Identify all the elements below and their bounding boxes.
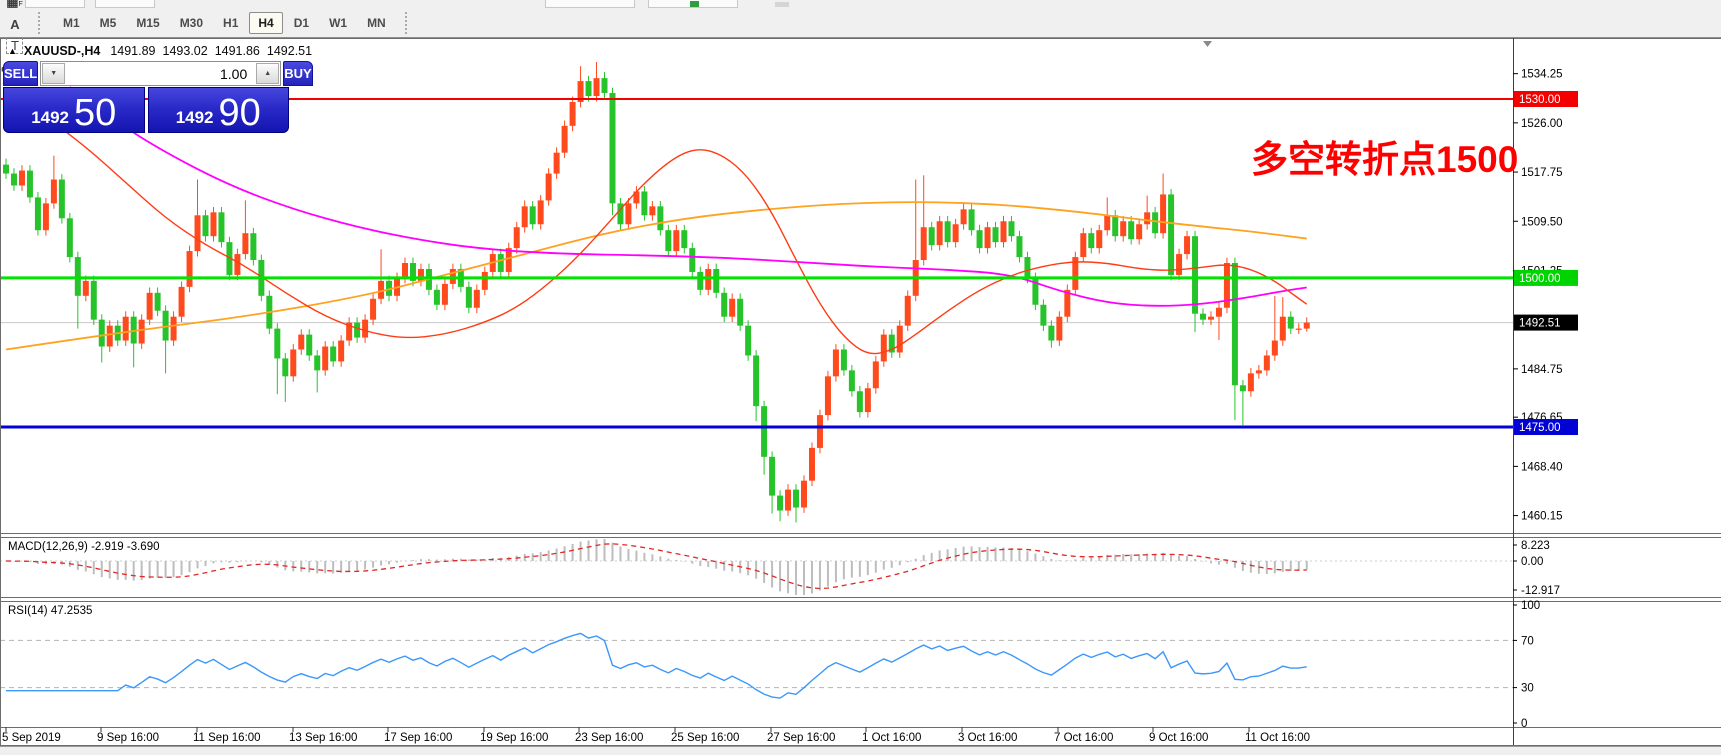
timeframe-button-h1[interactable]: H1 [214,12,247,34]
price-badge-label: 1530.00 [1519,94,1561,106]
timeframe-button-m15[interactable]: M15 [127,12,168,34]
macd-axis-label: 0.00 [1521,556,1543,568]
time-axis-label: 11 Sep 16:00 [193,732,261,744]
ma-fast-red [5,104,1308,355]
macd-label: MACD(12,26,9) -2.919 -3.690 [8,541,160,553]
price-tick-label: 1460.15 [1521,511,1563,523]
time-axis-label: 7 Oct 16:00 [1054,732,1113,744]
time-axis-label: 19 Sep 16:00 [480,732,548,744]
volume-spinner: ▼ ▲ [40,61,282,86]
time-axis-label: 9 Sep 16:00 [97,732,159,744]
text-label-icon[interactable]: A [10,17,19,32]
timeframe-button-d1[interactable]: D1 [285,12,318,34]
price-tick-label: 1526.00 [1521,118,1563,130]
toolbar-grip [38,11,46,34]
bar-low-value: 1491.86 [214,44,260,58]
timeframe-button-m5[interactable]: M5 [91,12,126,34]
price-tick-label: 1534.25 [1521,69,1563,81]
bar-high-value: 1493.02 [162,44,208,58]
bar-close-value: 1492.51 [266,44,313,58]
price-badge-label: 1475.00 [1519,422,1561,434]
price-badge [1514,419,1578,436]
symbol-info-bar: ▲ XAUUSD-,H4 1491.89 1493.02 1491.86 149… [8,44,319,58]
time-axis-label: 13 Sep 16:00 [289,732,357,744]
collapse-triangle-icon[interactable]: ▲ [8,46,17,56]
time-axis-label: 25 Sep 16:00 [671,732,739,744]
rsi-axis-label: 100 [1521,600,1540,612]
macd-histogram [12,539,1308,595]
fibo-grid-icon[interactable]: ▦ F [6,0,23,9]
timeframe-button-h4[interactable]: H4 [249,11,283,34]
volume-input[interactable] [66,62,256,85]
chart-shift-marker[interactable] [1203,41,1212,47]
buy-price-pips: 90 [218,91,261,134]
price-badge [1514,314,1578,331]
sell-button[interactable]: SELL [3,61,39,86]
macd-axis-label: -12.917 [1521,585,1560,597]
volume-increase-button[interactable]: ▲ [256,63,280,84]
status-bar [0,746,1721,755]
bar-open-value: 1491.89 [110,44,156,58]
price-badge-label: 1500.00 [1519,273,1561,285]
time-axis-label: 27 Sep 16:00 [767,732,835,744]
time-axis-label: 23 Sep 16:00 [575,732,643,744]
timeframe-button-m30[interactable]: M30 [171,12,212,34]
volume-decrease-button[interactable]: ▼ [42,63,66,84]
ma-slow-orange [5,201,1307,351]
upper-toolbar-strip [0,0,1721,8]
buy-price-box[interactable]: 1492 90 [147,87,289,134]
rsi-line [6,632,1307,699]
price-badge [1514,91,1578,107]
price-tick-label: 1484.75 [1521,364,1563,376]
toolbar-stub [95,0,155,8]
toolbar-icon-fragment [690,1,699,7]
rsi-axis-label: 0 [1521,718,1527,730]
chart-annotation-text: 多空转折点1500 [1251,139,1519,180]
price-tick-label: 1509.50 [1521,216,1563,228]
price-axis: 1534.251526.001517.751509.501501.251484.… [1513,69,1578,523]
one-click-trading-panel: SELL ▼ ▲ BUY 1492 50 1492 90 [3,61,313,134]
symbol-title: XAUUSD-,H4 [23,44,101,58]
ma-medium-magenta [69,86,1307,307]
time-axis-label: 3 Oct 16:00 [958,732,1017,744]
buy-price-base: 1492 [175,108,214,127]
timeframe-button-m1[interactable]: M1 [54,12,89,34]
macd-signal-line [5,543,1307,590]
buy-button[interactable]: BUY [283,61,313,86]
time-axis-label: 17 Sep 16:00 [384,732,452,744]
toolbar-grip [404,11,413,34]
timeframe-button-mn[interactable]: MN [358,12,395,34]
time-axis-label: 9 Oct 16:00 [1149,732,1208,744]
timeframe-button-w1[interactable]: W1 [320,12,356,34]
price-badge [1514,269,1578,286]
text-box-icon[interactable]: T [1,34,28,57]
rsi-axis-label: 70 [1521,635,1534,647]
sell-price-pips: 50 [74,91,117,134]
sell-price-box[interactable]: 1492 50 [3,87,145,133]
time-axis-label: 1 Oct 16:00 [862,732,921,744]
time-axis-label: 11 Oct 16:00 [1245,732,1310,744]
toolbar-stub [545,0,635,8]
macd-axis-label: 8.223 [1521,540,1550,552]
price-tick-label: 1468.40 [1521,461,1563,473]
rsi-axis-label: 30 [1521,683,1534,695]
toolbar-icon-fragment [775,2,789,7]
sell-price-base: 1492 [31,108,70,127]
time-axis: 5 Sep 2019 9 Sep 16:00 11 Sep 16:00 13 Sep … [2,727,1310,744]
price-tick-label: 1517.75 [1521,167,1563,179]
toolbar-stub [25,0,85,8]
time-axis-label: 5 Sep 2019 [2,732,61,744]
indicator-axes: 8.223 0.00 -12.917 100 70 30 0 [1513,540,1560,730]
rsi-label: RSI(14) 47.2535 [8,605,92,617]
price-badge-label: 1492.51 [1519,318,1561,330]
